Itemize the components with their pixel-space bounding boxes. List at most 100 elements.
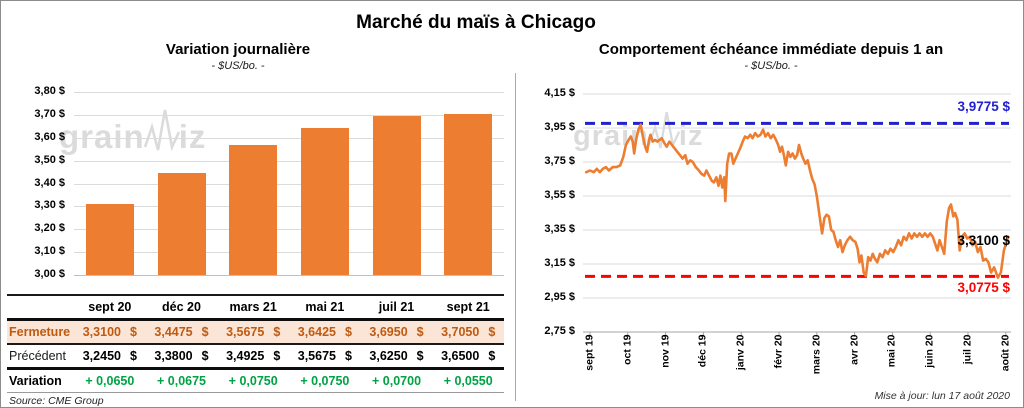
cell-value: + 0,0750	[300, 374, 350, 388]
y-axis-tick-label: 3,35 $	[544, 223, 575, 235]
column-header: mars 21	[229, 300, 277, 314]
table-cell: 3,6425 $	[289, 325, 361, 339]
table-cell: 3,6950 $	[361, 325, 433, 339]
table-cell: 3,7050 $	[432, 325, 504, 339]
x-axis-month-label: janv 20	[734, 334, 747, 371]
cell-value: + 0,0550	[443, 374, 493, 388]
cell-value: 3,5675	[226, 325, 265, 339]
bar-chart-title: Variation journalière	[165, 41, 311, 58]
table-cell: 3,2450 $	[74, 349, 146, 363]
currency-symbol: $	[416, 325, 424, 339]
cell-value: 3,4925	[226, 349, 265, 363]
table-cell: 3,3800 $	[146, 349, 218, 363]
y-axis-tick-label: 2,95 $	[544, 291, 575, 303]
y-gridline	[74, 160, 504, 162]
y-axis-tick-label: 3,30 $	[34, 199, 65, 212]
pulse-icon	[143, 109, 180, 152]
column-header: sept 20	[88, 300, 132, 314]
line-chart-subtitle: - $US/bo. -	[744, 60, 798, 72]
row-label: Précédent	[9, 349, 66, 363]
y-gridline	[74, 252, 504, 254]
table-cell: 3,4475 $	[146, 325, 218, 339]
x-axis-month-label: juil 20	[961, 334, 974, 365]
currency-symbol: $	[273, 325, 281, 339]
cell-value: 3,6250	[369, 349, 408, 363]
table-cell: + 0,0650	[74, 374, 146, 388]
cell-value: + 0,0675	[157, 374, 207, 388]
row-label: Variation	[9, 374, 62, 388]
table-row: Fermeture 3,3100 $3,4475 $3,5675 $3,6425 $3,6…	[7, 321, 504, 345]
y-gridline	[74, 92, 504, 93]
x-axis-month-label: févr 20	[772, 334, 785, 369]
currency-symbol: $	[129, 325, 137, 339]
table-cell: 3,4925 $	[217, 349, 289, 363]
table-row: Variation + 0,0650 + 0,0675 + 0,0750 + 0,075…	[7, 370, 504, 393]
y-gridline	[74, 229, 504, 231]
table-cell: 3,6500 $	[432, 349, 504, 363]
currency-symbol: $	[344, 325, 352, 339]
page-title: Marché du maïs à Chicago	[356, 12, 596, 33]
pulse-icon	[647, 112, 680, 149]
table-cell: 3,5675 $	[289, 349, 361, 363]
watermark-text: grain	[59, 118, 145, 155]
cell-value: 3,4475	[154, 325, 193, 339]
bar	[372, 116, 421, 275]
cell-value: 3,3800	[154, 349, 193, 363]
y-axis-tick-label: 3,55 $	[544, 189, 575, 201]
x-axis-month-label: juin 20	[923, 334, 936, 368]
column-header: juil 21	[378, 300, 415, 314]
y-axis-tick-label: 3,70 $	[34, 107, 65, 120]
cell-value: 3,5675	[297, 349, 336, 363]
y-axis-tick-label: 3,80 $	[34, 85, 65, 97]
currency-symbol: $	[129, 349, 137, 363]
x-axis-month-label: mars 20	[810, 334, 823, 375]
last-value-label: 3,3100 $	[957, 232, 1010, 248]
table-header-row: sept 20 déc 20 mars 21 mai 21 juil 21 sept 21	[7, 294, 504, 321]
y-gridline	[74, 275, 504, 276]
row-label: Fermeture	[9, 325, 71, 339]
cell-value: 3,6425	[297, 325, 336, 339]
y-gridline	[74, 137, 504, 139]
currency-symbol: $	[344, 349, 352, 363]
currency-symbol: $	[416, 349, 424, 363]
y-axis-tick-label: 2,75 $	[544, 325, 575, 337]
line-chart-title: Comportement échéance immédiate depuis 1…	[598, 41, 944, 58]
y-axis-tick-label: 3,50 $	[34, 153, 65, 166]
line-chart-svg	[583, 93, 1011, 337]
y-axis-tick-label: 3,75 $	[544, 155, 575, 167]
y-axis-tick-label: 3,15 $	[544, 257, 575, 269]
y-axis-tick-label: 3,95 $	[544, 121, 575, 133]
x-axis-month-label: déc 19	[696, 334, 709, 368]
y-axis-tick-label: 3,20 $	[34, 222, 65, 235]
table-cell: 3,5675 $	[217, 325, 289, 339]
table-cell: + 0,0750	[289, 374, 361, 388]
table-cell: + 0,0675	[146, 374, 218, 388]
bar-chart-subtitle: - $US/bo. -	[211, 60, 265, 72]
x-axis-month-label: sept 19	[583, 334, 596, 371]
grainwiz-watermark: grain iz	[59, 107, 206, 153]
bar	[85, 204, 134, 275]
cell-value: 3,6500	[441, 349, 480, 363]
currency-symbol: $	[488, 325, 496, 339]
watermark-text: iz	[678, 120, 704, 152]
bar	[300, 128, 349, 275]
price-line	[584, 123, 1010, 279]
bar	[157, 172, 206, 275]
currency-symbol: $	[201, 349, 209, 363]
y-axis-tick-label: 3,40 $	[34, 176, 65, 189]
y-gridline	[74, 114, 504, 116]
cell-value: 3,7050	[441, 325, 480, 339]
y-axis-tick-label: 3,60 $	[34, 130, 65, 143]
y-axis-tick-label: 4,15 $	[544, 87, 575, 99]
source-note: Source: CME Group	[9, 395, 104, 407]
cell-value: 3,2450	[82, 349, 121, 363]
x-axis-month-label: août 20	[999, 334, 1012, 372]
cell-value: 3,3100	[82, 325, 121, 339]
x-axis-month-label: avr 20	[848, 334, 861, 365]
bar	[229, 145, 278, 275]
table-cell: + 0,0700	[361, 374, 433, 388]
table-row: Précédent 3,2450 $3,3800 $3,4925 $3,5675 $3,6…	[7, 345, 504, 370]
currency-symbol: $	[488, 349, 496, 363]
